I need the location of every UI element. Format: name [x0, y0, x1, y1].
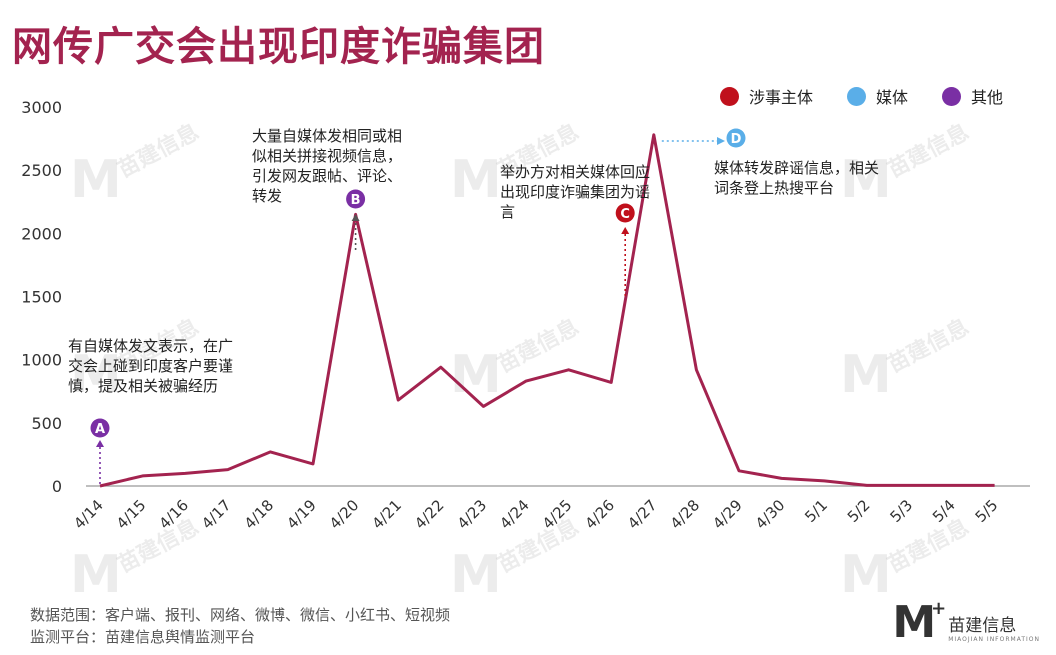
legend-marker — [847, 86, 867, 106]
annotation-marker-label: C — [620, 207, 630, 222]
logo-name: 苗建信息 — [948, 616, 1017, 636]
legend-label: 其他 — [971, 88, 1004, 107]
x-tick-label: 4/26 — [581, 496, 618, 533]
x-tick-label: 4/28 — [667, 496, 704, 533]
x-tick-label: 4/25 — [539, 496, 576, 533]
x-tick-label: 4/16 — [155, 496, 192, 533]
annotation-text-c: 举办方对相关媒体回应出现印度诈骗集团为谣言 — [500, 163, 651, 221]
x-tick-label: 4/29 — [709, 496, 746, 533]
data-source-note: 数据范围：客户端、报刊、网络、微博、微信、小红书、短视频 — [30, 606, 451, 624]
y-tick-label: 1500 — [21, 288, 62, 307]
x-tick-label: 4/17 — [198, 496, 235, 533]
legend-label: 媒体 — [876, 88, 909, 107]
y-tick-label: 2000 — [21, 224, 62, 243]
annotation-text-b: 大量自媒体发相同或相似相关拼接视频信息，引发网友跟帖、评论、转发 — [252, 127, 403, 205]
annotation-arrow-c-head — [621, 227, 630, 234]
annotation-marker-label: A — [95, 422, 105, 437]
y-tick-label: 1000 — [21, 351, 62, 370]
monitor-platform-note: 监测平台：苗建信息舆情监测平台 — [30, 628, 256, 646]
annotation-arrow-d-head — [717, 137, 725, 145]
x-tick-label: 5/5 — [972, 496, 1002, 526]
legend-item: 其他 — [942, 84, 1003, 108]
y-tick-label: 3000 — [21, 98, 62, 117]
legend-marker — [942, 86, 962, 106]
annotation-text-a: 有自媒体发文表示，在广交会上碰到印度客户要谨慎，提及相关被骗经历 — [68, 337, 234, 395]
y-tick-label: 2500 — [21, 161, 62, 180]
legend-item: 媒体 — [847, 84, 908, 108]
legend: 涉事主体 媒体 其他 — [720, 84, 1003, 108]
x-tick-label: 5/2 — [844, 496, 874, 526]
legend-marker — [720, 86, 739, 106]
x-tick-label: 4/18 — [241, 496, 278, 533]
annotation-text-d: 媒体转发辟谣信息，相关词条登上热搜平台 — [714, 159, 880, 197]
x-tick-label: 4/23 — [454, 496, 491, 533]
x-tick-label: 4/22 — [411, 496, 448, 533]
annotation-arrow-a-head — [96, 440, 104, 447]
x-tick-label: 5/3 — [886, 496, 916, 526]
legend-label: 涉事主体 — [749, 88, 814, 107]
annotation-marker-b — [346, 189, 366, 209]
y-tick-label: 0 — [52, 477, 62, 496]
y-tick-label: 500 — [31, 414, 62, 433]
annotation-marker-c — [615, 203, 635, 223]
x-tick-label: 4/24 — [496, 496, 533, 533]
series-line — [99, 133, 995, 488]
logo-mark: M + — [892, 597, 947, 648]
annotation-marker-d — [726, 128, 746, 148]
annotation-arrow-b-head — [351, 214, 360, 221]
x-tick-label: 4/14 — [70, 496, 107, 533]
chart-title: 网传广交会出现印度诈骗集团 — [12, 24, 545, 70]
annotation-marker-label: B — [351, 193, 361, 208]
x-tick-label: 4/21 — [368, 496, 405, 533]
x-tick-label: 4/15 — [113, 496, 150, 533]
x-tick-label: 5/1 — [801, 496, 831, 526]
annotation-marker-label: D — [731, 132, 742, 147]
legend-item: 涉事主体 — [720, 84, 813, 108]
x-tick-label: 4/20 — [326, 496, 363, 533]
brand-logo: M + 苗建信息 MIAOJIAN INFORMATION — [892, 597, 1040, 648]
x-tick-label: 4/27 — [624, 496, 661, 533]
x-tick-label: 4/19 — [283, 496, 320, 533]
x-tick-label: 5/4 — [929, 496, 959, 526]
annotation-marker-a — [90, 418, 110, 438]
logo-subtitle: MIAOJIAN INFORMATION — [948, 636, 1040, 643]
x-tick-label: 4/30 — [752, 496, 789, 533]
